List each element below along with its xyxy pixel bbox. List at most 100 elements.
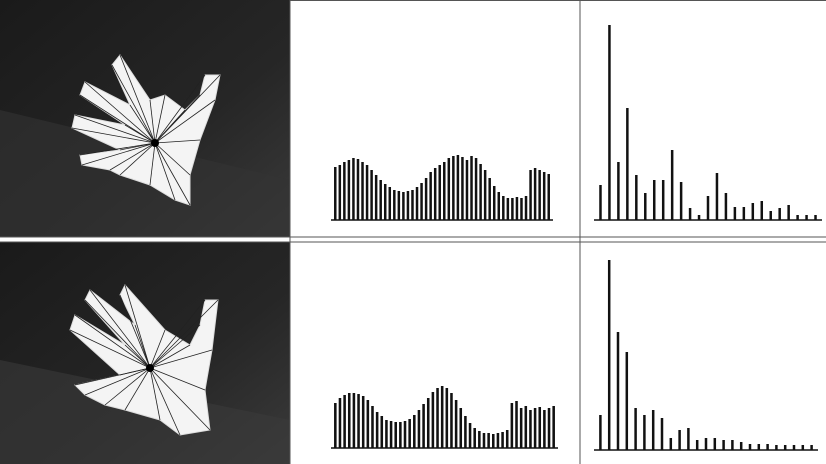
bar (347, 393, 351, 448)
bar (497, 192, 501, 220)
bar (334, 167, 337, 220)
bar (371, 406, 374, 448)
bar (343, 395, 346, 448)
bar (492, 186, 496, 220)
bar (492, 434, 495, 448)
bar (801, 445, 805, 450)
bar (483, 170, 487, 220)
bar (533, 168, 537, 220)
bar (380, 416, 384, 448)
radial-line (74, 114, 156, 144)
bar (547, 408, 551, 448)
bar (454, 400, 458, 448)
bar (415, 187, 419, 220)
bar (617, 162, 620, 220)
bar (547, 174, 550, 220)
radial-line (89, 289, 151, 369)
bar (661, 180, 665, 220)
radial-line (124, 367, 151, 411)
bar (402, 192, 405, 220)
bar (510, 403, 514, 448)
bar (669, 438, 673, 450)
bar (778, 208, 781, 220)
radial-line (154, 142, 176, 201)
bar (334, 403, 337, 448)
radial-line (109, 142, 156, 171)
bar (644, 193, 647, 220)
bar (426, 398, 430, 448)
radial-line (84, 81, 156, 144)
bar (417, 410, 421, 448)
bar (742, 207, 746, 220)
bar (502, 196, 505, 220)
radial-line (119, 142, 156, 151)
radial-line (154, 99, 216, 144)
bar (643, 415, 646, 450)
bar (724, 193, 728, 220)
bar (338, 165, 342, 220)
radial-line (71, 127, 156, 144)
bar (450, 393, 453, 448)
bar (783, 445, 787, 450)
bar (635, 175, 638, 220)
bar (552, 406, 555, 448)
bar (731, 440, 734, 450)
bar (385, 420, 388, 448)
bar (370, 170, 373, 220)
radial-line (79, 94, 156, 144)
bar (543, 410, 546, 448)
radial-line (119, 294, 151, 369)
bar (769, 211, 772, 220)
bar (422, 404, 425, 448)
radial-line (154, 139, 201, 144)
radial-line (149, 367, 211, 431)
bar (713, 438, 717, 450)
bar (347, 160, 351, 220)
bar (704, 438, 708, 450)
bar (766, 444, 769, 450)
bar (506, 198, 510, 220)
bar (479, 164, 482, 220)
bar (505, 430, 509, 448)
bar (814, 215, 817, 220)
radial-line (154, 94, 166, 144)
bar (488, 178, 491, 220)
bar (433, 168, 437, 220)
radial-line (149, 344, 191, 369)
bar (374, 175, 378, 220)
bar (787, 205, 790, 220)
bar (399, 422, 402, 448)
bar (456, 155, 460, 220)
bar (478, 431, 481, 448)
bar (465, 160, 469, 220)
radial-line (149, 349, 213, 369)
bar (365, 165, 369, 220)
bar (616, 332, 620, 450)
bar (379, 180, 382, 220)
bar (607, 260, 611, 450)
radial-line (84, 299, 151, 369)
bar (751, 203, 755, 220)
bar (424, 178, 428, 220)
bar (411, 190, 414, 220)
bar (403, 421, 407, 448)
bar (722, 440, 725, 450)
bar (468, 423, 472, 448)
bar (634, 408, 637, 450)
hands (69, 54, 221, 436)
bar (733, 207, 737, 220)
radial-line (84, 367, 151, 396)
radial-line (74, 314, 151, 369)
bar (542, 172, 546, 220)
bar (678, 430, 681, 450)
bar (810, 445, 813, 450)
bar (608, 25, 611, 220)
bar (482, 433, 486, 448)
bar (397, 191, 401, 220)
bar (626, 108, 629, 220)
bar (538, 170, 541, 220)
bar (511, 198, 514, 220)
bar (352, 393, 356, 448)
bar (440, 386, 444, 448)
